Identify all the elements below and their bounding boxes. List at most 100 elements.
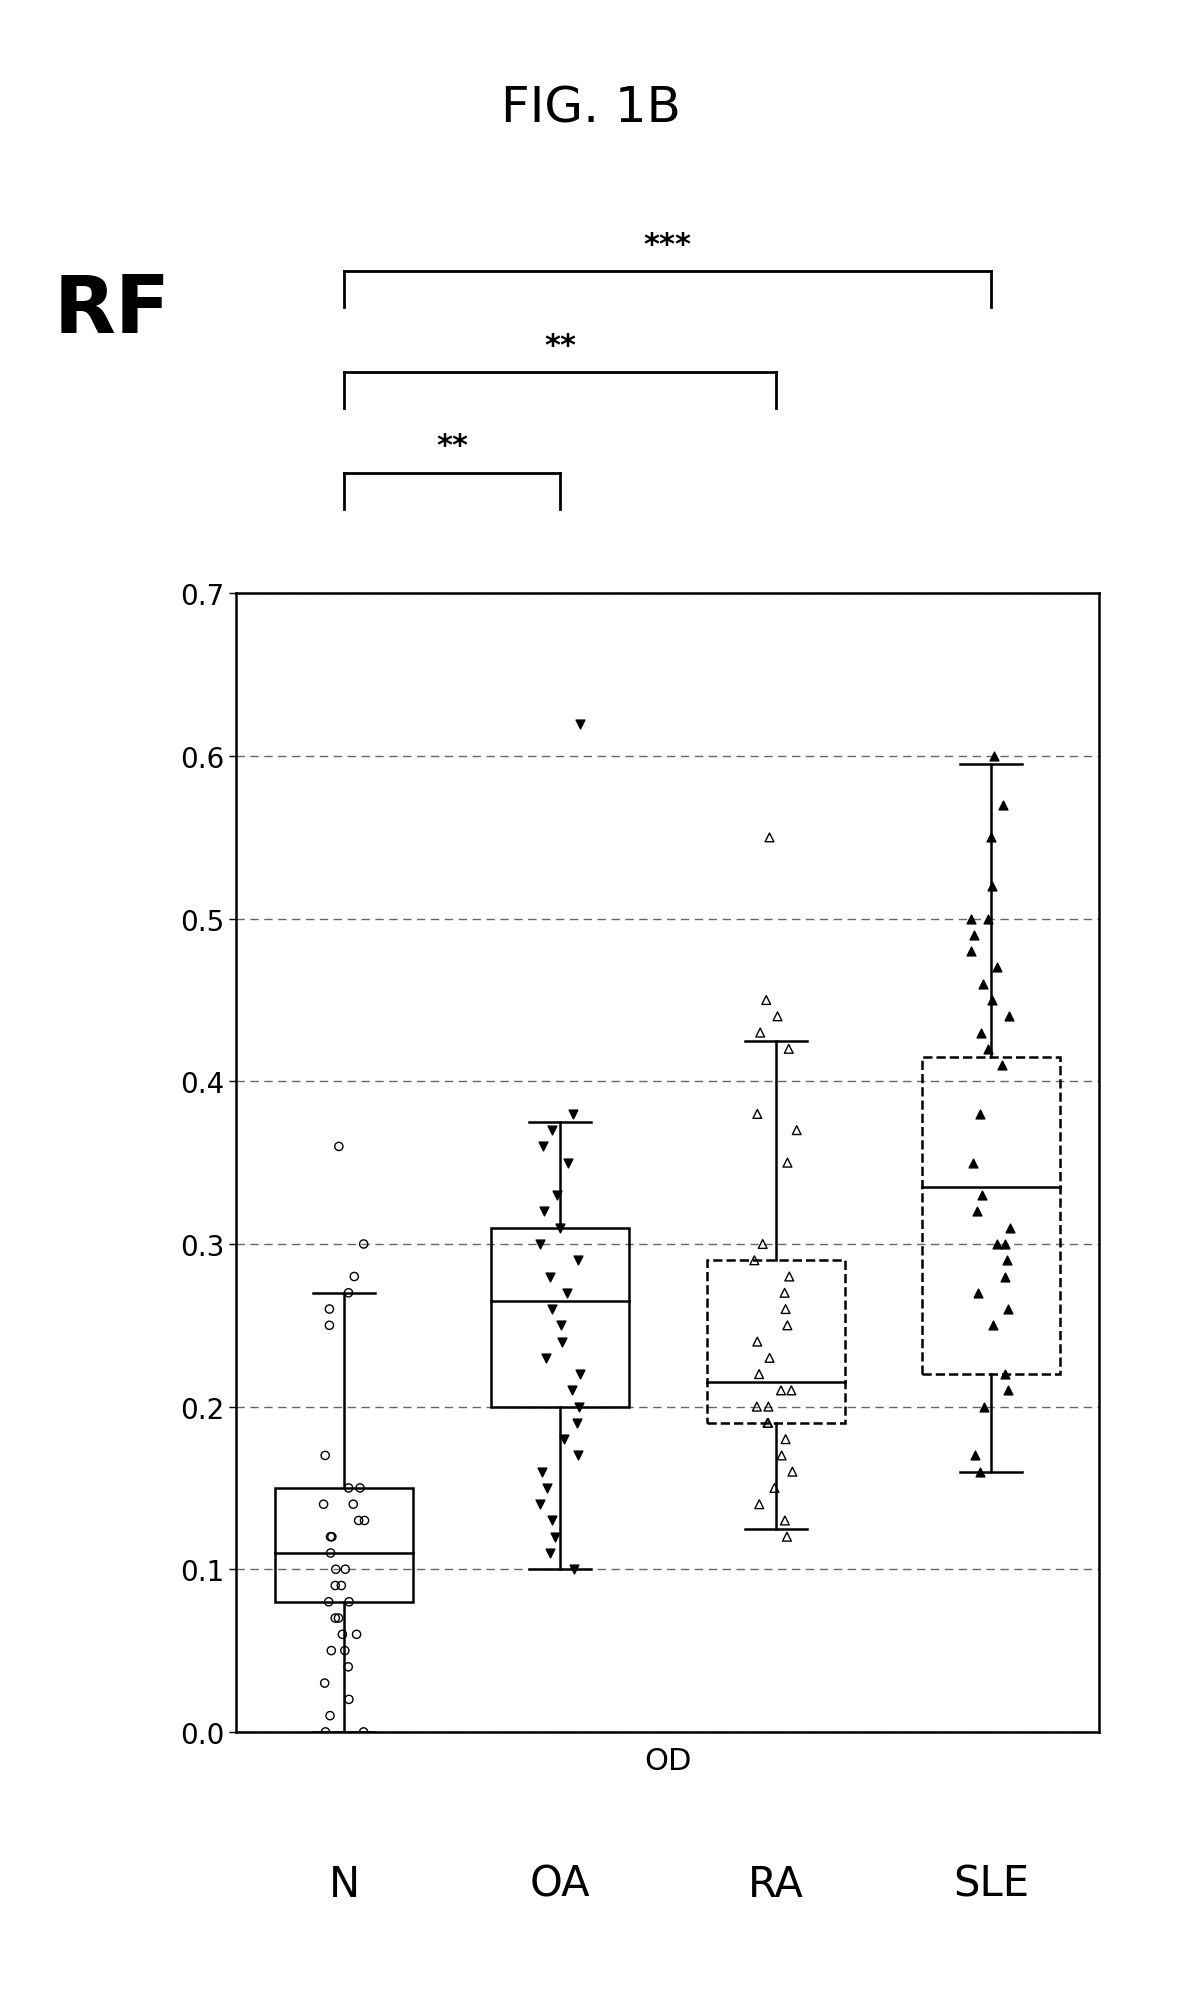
Point — [745, 1245, 764, 1277]
Bar — [922, 1057, 1060, 1374]
Point — [759, 1392, 778, 1424]
Point — [962, 937, 981, 969]
Point — [765, 1472, 784, 1504]
Point — [993, 1049, 1012, 1082]
Point — [747, 1392, 766, 1424]
Point — [571, 709, 590, 741]
Text: N: N — [329, 1863, 359, 1905]
Point — [995, 1229, 1014, 1261]
Point — [322, 1635, 340, 1668]
Point — [974, 1392, 993, 1424]
Point — [961, 902, 980, 934]
Text: RA: RA — [748, 1863, 804, 1905]
Point — [558, 1277, 577, 1309]
Point — [339, 1585, 358, 1617]
Point — [780, 1261, 799, 1293]
Point — [994, 789, 1013, 822]
Point — [775, 1504, 794, 1537]
Point — [749, 1357, 768, 1390]
Point — [332, 1569, 351, 1601]
Point — [772, 1374, 791, 1406]
Point — [571, 1357, 590, 1390]
Point — [963, 1146, 982, 1178]
Point — [554, 1424, 573, 1456]
Point — [322, 1537, 340, 1569]
Point — [967, 1196, 986, 1229]
Point — [316, 1440, 335, 1472]
Point — [339, 1651, 358, 1684]
Point — [970, 1456, 989, 1488]
Point — [333, 1619, 352, 1651]
Point — [756, 985, 775, 1017]
Point — [787, 1114, 806, 1146]
Point — [349, 1504, 368, 1537]
Point — [570, 1392, 589, 1424]
Point — [320, 1700, 339, 1732]
Text: **: ** — [544, 332, 576, 361]
Point — [749, 1488, 768, 1521]
Point — [531, 1488, 550, 1521]
Point — [339, 1472, 358, 1504]
Point — [1000, 1212, 1019, 1245]
Point — [316, 1716, 335, 1748]
Point — [965, 918, 983, 951]
Point — [319, 1585, 338, 1617]
Point — [982, 985, 1001, 1017]
Point — [995, 1357, 1014, 1390]
Point — [531, 1229, 550, 1261]
Point — [540, 1537, 559, 1569]
Point — [533, 1456, 552, 1488]
Point — [1000, 1001, 1019, 1033]
Point — [751, 1017, 769, 1049]
Point — [569, 1440, 587, 1472]
Point — [326, 1569, 345, 1601]
Point — [979, 902, 998, 934]
Point — [983, 870, 1002, 902]
Text: **: ** — [436, 433, 468, 461]
Point — [988, 1229, 1007, 1261]
Bar — [275, 1488, 414, 1601]
Point — [326, 1601, 345, 1633]
Point — [982, 822, 1001, 854]
Point — [546, 1521, 565, 1553]
Point — [970, 1098, 989, 1130]
Point — [339, 1277, 358, 1309]
Point — [351, 1472, 370, 1504]
Point — [748, 1325, 767, 1357]
Point — [759, 1408, 778, 1440]
Point — [565, 1553, 584, 1585]
Point — [355, 1716, 374, 1748]
Point — [978, 1033, 996, 1065]
Point — [320, 1293, 339, 1325]
Point — [344, 1488, 363, 1521]
Point — [760, 822, 779, 854]
Point — [322, 1521, 340, 1553]
Text: OA: OA — [530, 1863, 590, 1905]
Point — [782, 1456, 801, 1488]
Point — [329, 1601, 348, 1633]
Point — [758, 1408, 777, 1440]
Point — [336, 1635, 355, 1668]
Point — [760, 1341, 779, 1374]
Point — [567, 1408, 586, 1440]
Point — [563, 1374, 582, 1406]
Point — [748, 1098, 767, 1130]
Point — [316, 1668, 335, 1700]
Point — [548, 1180, 567, 1212]
Point — [966, 1440, 985, 1472]
Point — [345, 1261, 364, 1293]
Point — [537, 1341, 556, 1374]
Point — [973, 1180, 992, 1212]
Point — [777, 1293, 795, 1325]
Point — [336, 1553, 355, 1585]
Point — [540, 1261, 559, 1293]
Point — [314, 1488, 333, 1521]
Text: SLE: SLE — [954, 1863, 1030, 1905]
Point — [339, 1684, 358, 1716]
Point — [772, 1440, 791, 1472]
Point — [564, 1098, 583, 1130]
Point — [534, 1196, 553, 1229]
Text: FIG. 1B: FIG. 1B — [501, 85, 681, 133]
Point — [988, 953, 1007, 985]
Point — [983, 1309, 1002, 1341]
